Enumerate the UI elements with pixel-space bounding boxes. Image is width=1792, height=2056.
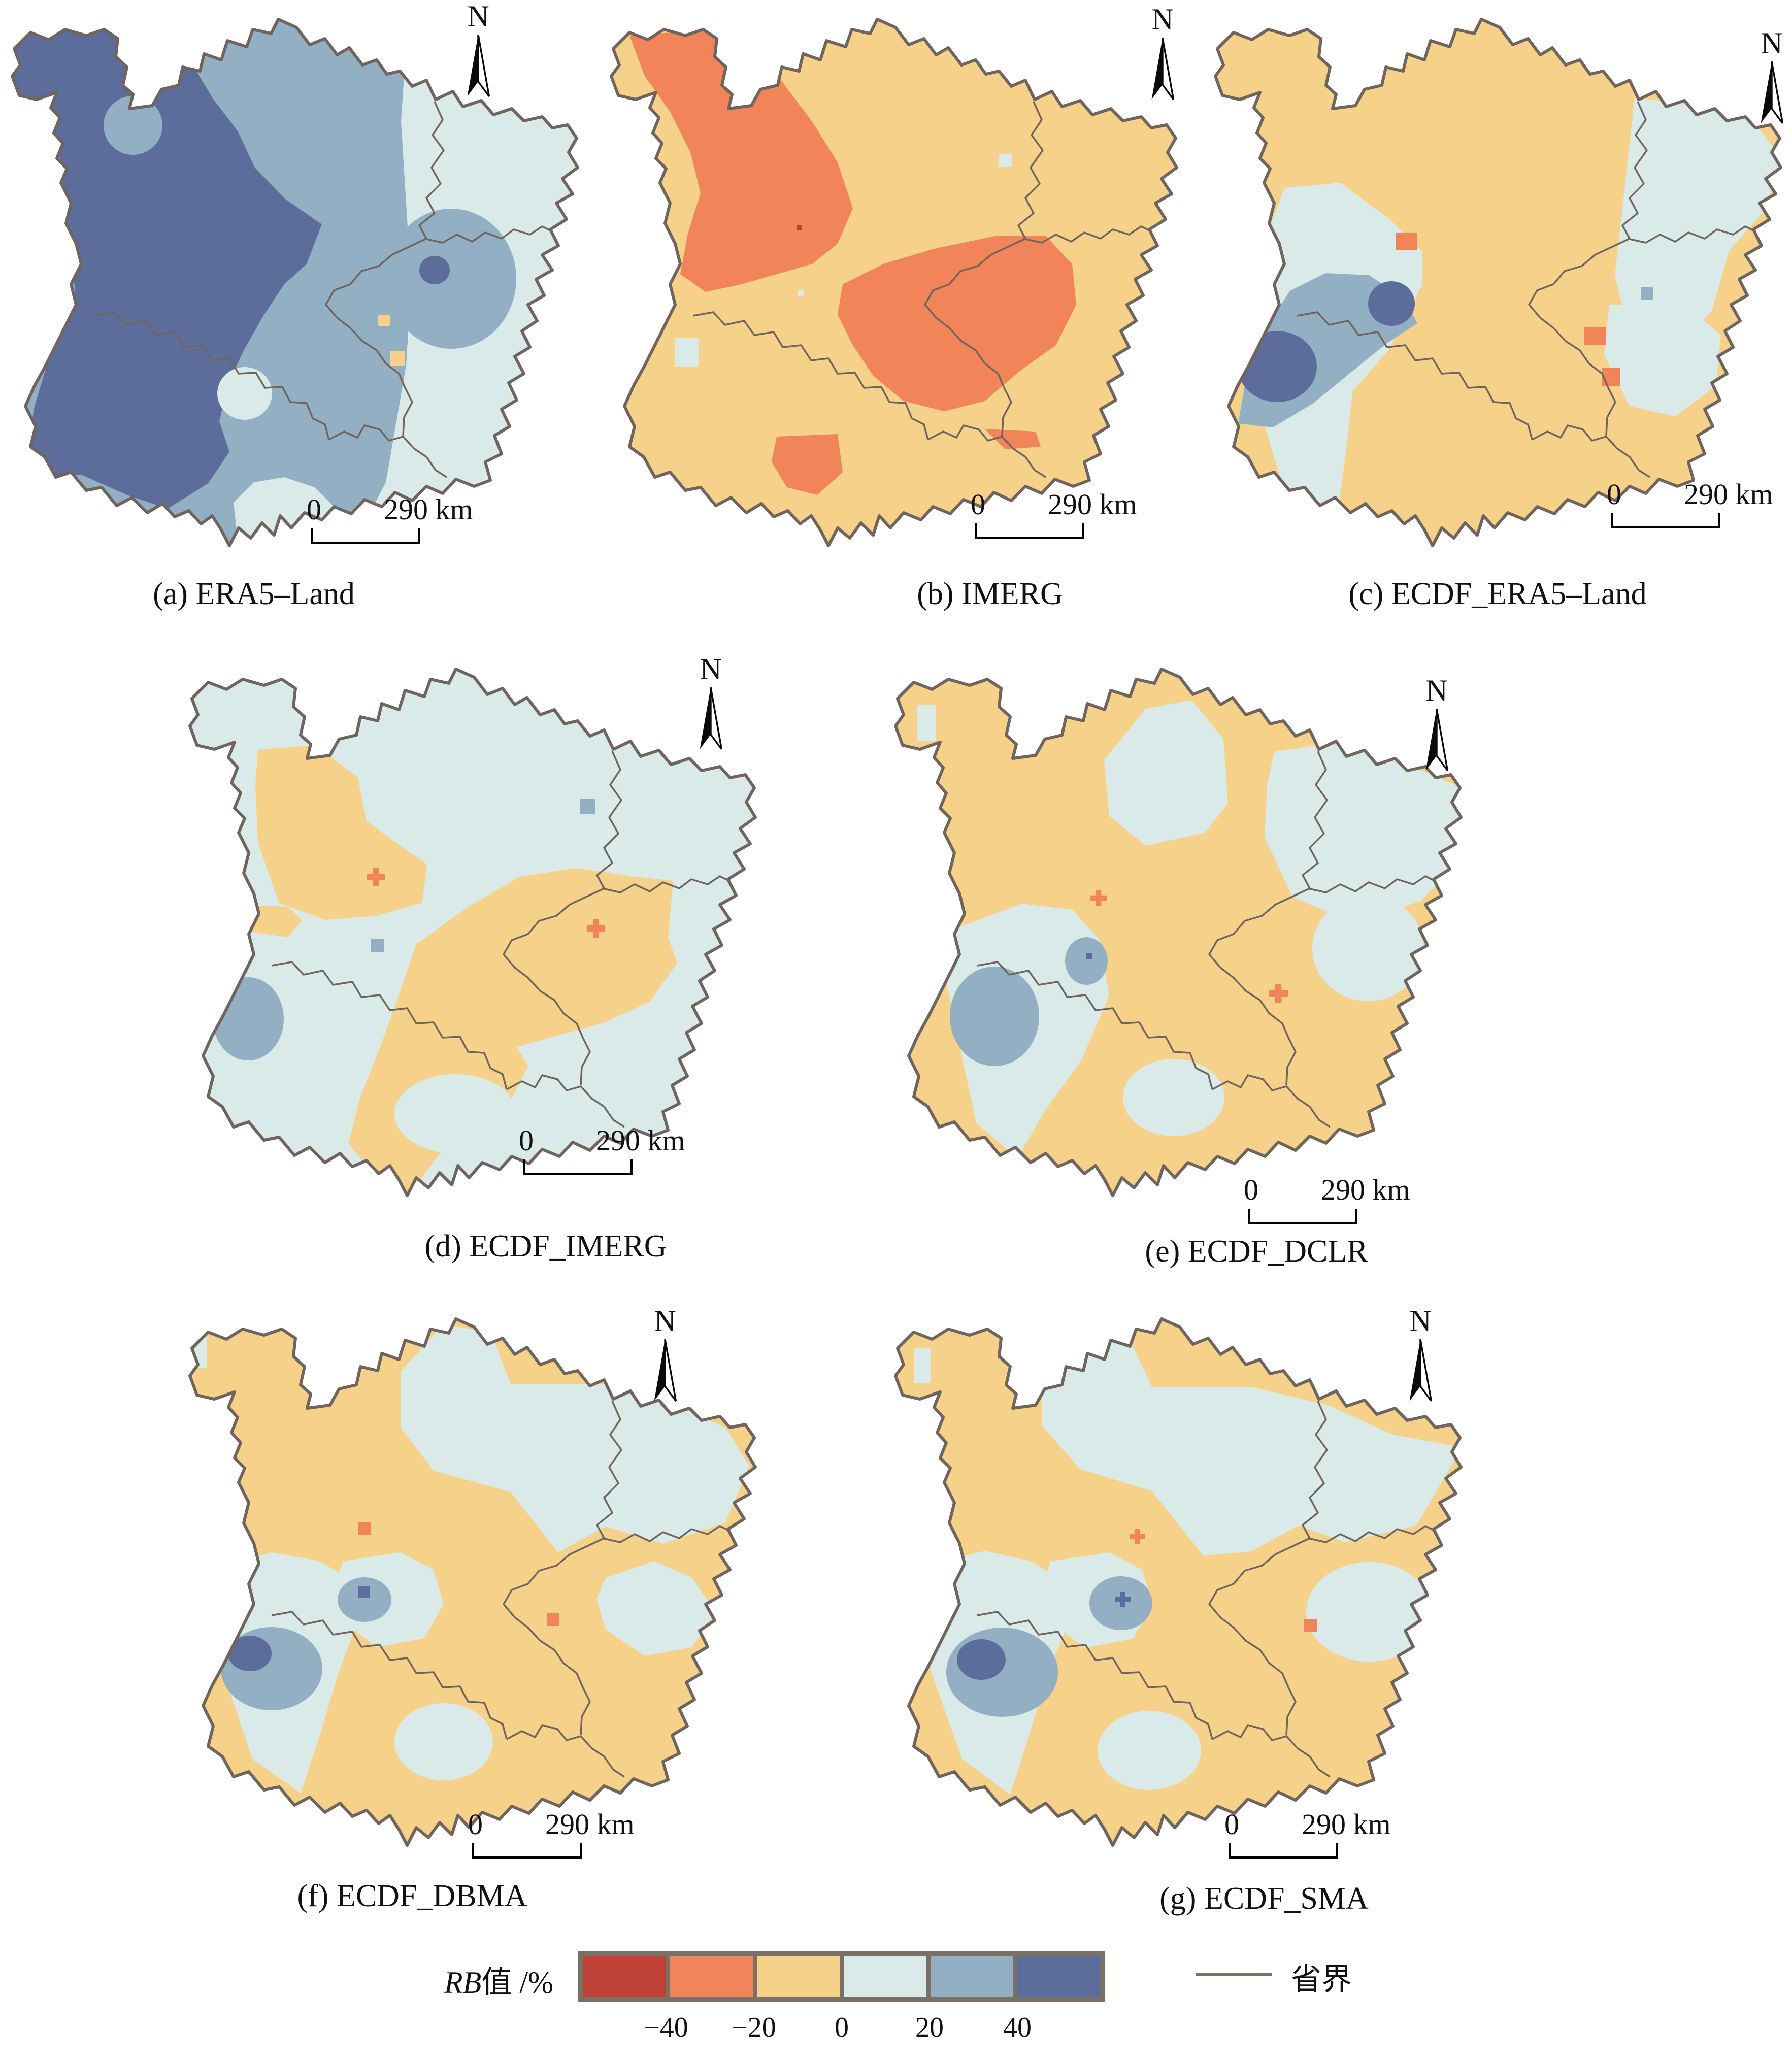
legend-swatch-5 (1017, 1956, 1100, 1997)
panel-caption: (f) ECDF_DBMA (297, 1879, 527, 1913)
map-c (1214, 18, 1782, 547)
north-label: N (1425, 674, 1448, 707)
scale-line (1611, 513, 1720, 528)
scale-bar: 0 290 km (971, 490, 1194, 550)
legend-swatch-4 (931, 1956, 1013, 1997)
legend-tick: 0 (835, 2012, 849, 2043)
north-label: N (1151, 3, 1174, 36)
scale-line (1248, 1209, 1357, 1224)
map-panel-e: N 0 290 km (e) ECDF_DCLR (883, 650, 1477, 1289)
scale-zero: 0 (971, 488, 985, 521)
north-arrow: N (1141, 4, 1184, 102)
legend-swatch-1 (670, 1956, 753, 1997)
scale-distance: 290 km (596, 1124, 685, 1157)
scale-line (1229, 1843, 1338, 1859)
compass-needle-icon (700, 687, 723, 750)
legend-colorbar (578, 1951, 1105, 2002)
map-d (188, 668, 757, 1197)
legend-title-rest: 值 /% (481, 1966, 553, 1999)
north-arrow: N (689, 654, 732, 751)
legend-tick: 40 (1003, 2012, 1032, 2043)
compass-needle-icon (467, 34, 490, 97)
scale-distance: 290 km (1048, 488, 1137, 521)
map-g (894, 1317, 1463, 1847)
scale-line (311, 528, 420, 544)
legend-title: RB值 /% (350, 1958, 553, 2002)
panel-caption: (g) ECDF_SMA (1159, 1881, 1369, 1916)
boundary-line-sample (1196, 1973, 1272, 1976)
scale-zero: 0 (1224, 1808, 1239, 1841)
legend-title-italic: RB (444, 1966, 482, 1999)
compass-needle-icon (654, 1339, 677, 1402)
scale-line (975, 523, 1084, 539)
map-a (11, 18, 579, 547)
north-label: N (700, 652, 722, 686)
north-label: N (467, 0, 489, 33)
north-arrow: N (644, 1306, 686, 1403)
scale-distance: 290 km (384, 493, 473, 526)
panel-caption: (d) ECDF_IMERG (424, 1229, 667, 1264)
legend-swatch-3 (844, 1956, 926, 1997)
map-b (610, 18, 1178, 547)
scale-bar: 0 290 km (468, 1810, 691, 1870)
scale-distance: 290 km (545, 1808, 635, 1841)
compass-needle-icon (1425, 708, 1449, 771)
map-e (894, 668, 1463, 1197)
scale-bar: 0 290 km (307, 495, 530, 555)
panel-caption: (b) IMERG (917, 577, 1063, 611)
map-panel-c: N 0 290 km (c) ECDF_ERA5–Land (1203, 0, 1792, 640)
scale-bar: 0 290 km (1244, 1175, 1467, 1235)
scale-line (523, 1159, 633, 1175)
scale-bar: 0 290 km (1224, 1810, 1448, 1870)
compass-needle-icon (1761, 61, 1784, 124)
compass-needle-icon (1151, 37, 1175, 100)
boundary-label: 省界 (1291, 1963, 1352, 1996)
panel-caption: (a) ERA5–Land (153, 577, 355, 611)
north-label: N (1409, 1304, 1432, 1338)
scale-distance: 290 km (1684, 478, 1773, 511)
legend-tick: −40 (644, 2012, 688, 2043)
compass-needle-icon (1409, 1339, 1433, 1402)
map-panel-b: N 0 290 km (b) IMERG (599, 0, 1193, 640)
legend-swatch-2 (757, 1956, 840, 1997)
map-panel-f: N 0 290 km (f) ECDF_DBMA (178, 1300, 772, 1939)
legend-tick: 20 (915, 2012, 944, 2043)
north-label: N (1761, 26, 1783, 60)
legend-swatch-0 (583, 1956, 666, 1997)
scale-zero: 0 (1244, 1173, 1258, 1206)
north-arrow: N (457, 1, 500, 98)
map-f (188, 1317, 757, 1847)
north-label: N (654, 1304, 676, 1338)
scale-zero: 0 (468, 1808, 483, 1841)
scale-distance: 290 km (1302, 1808, 1391, 1841)
scale-bar: 0 290 km (1607, 480, 1792, 540)
panel-caption: (c) ECDF_ERA5–Land (1348, 577, 1647, 611)
north-arrow: N (1399, 1306, 1442, 1403)
panel-caption: (e) ECDF_DCLR (1145, 1234, 1368, 1269)
scale-line (472, 1843, 582, 1859)
map-panel-d: N 0 290 km (d) ECDF_IMERG (178, 650, 772, 1289)
scale-zero: 0 (519, 1124, 534, 1157)
map-panel-a: N 0 290 km (a) ERA5–Land (0, 0, 594, 640)
map-panel-g: N 0 290 km (g) ECDF_SMA (883, 1300, 1477, 1939)
legend-ticks: −40 −20 0 20 40 (578, 2011, 1105, 2047)
scale-zero: 0 (307, 493, 321, 526)
north-arrow: N (1750, 28, 1792, 125)
legend-tick: −20 (732, 2012, 776, 2043)
north-arrow: N (1415, 675, 1458, 773)
scale-zero: 0 (1607, 478, 1621, 511)
scale-distance: 290 km (1321, 1173, 1410, 1206)
scale-bar: 0 290 km (519, 1126, 742, 1186)
